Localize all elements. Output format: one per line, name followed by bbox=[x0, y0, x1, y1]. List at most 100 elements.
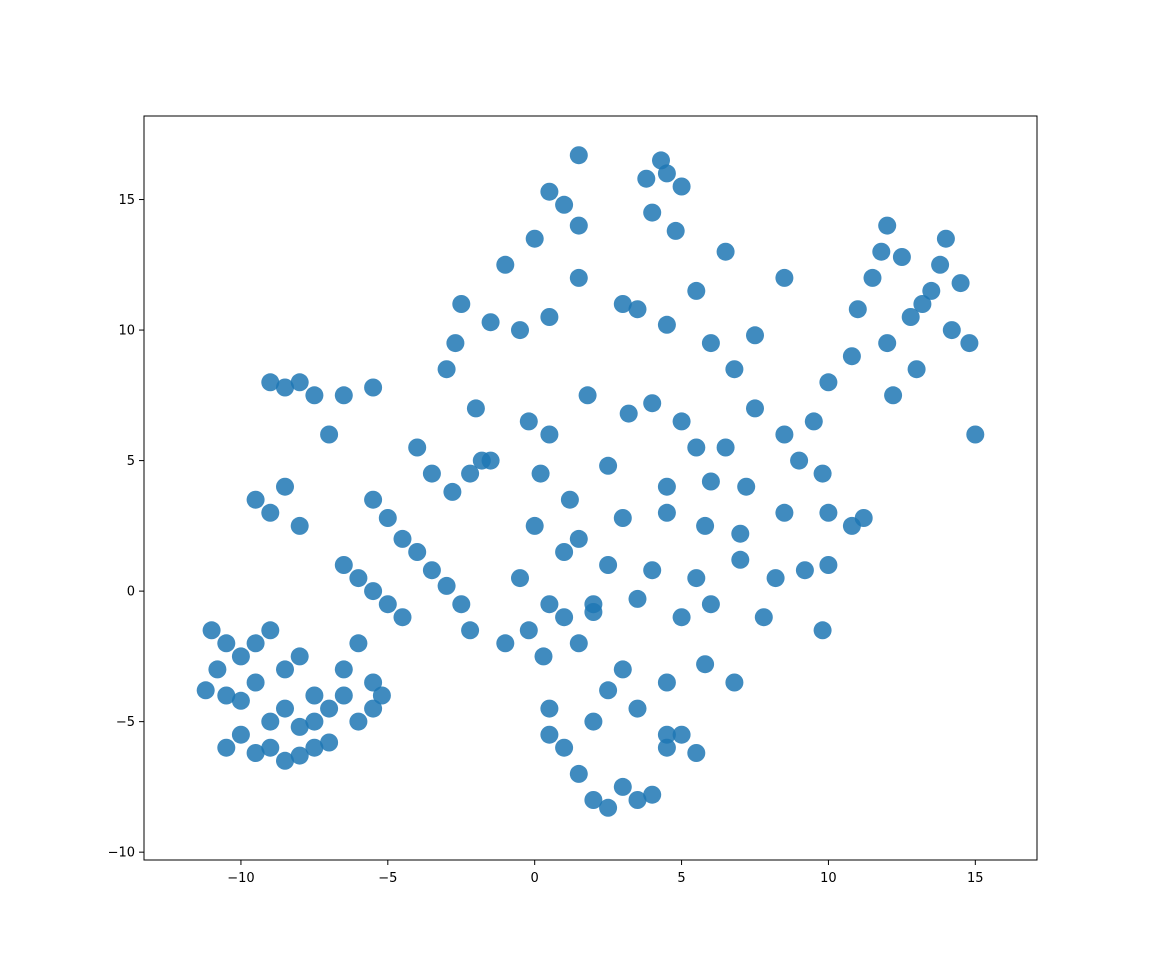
scatter-point bbox=[208, 660, 227, 679]
scatter-point bbox=[701, 595, 720, 614]
scatter-point bbox=[599, 798, 618, 817]
scatter-point bbox=[731, 550, 750, 569]
scatter-point bbox=[378, 509, 397, 527]
scatter-point bbox=[878, 334, 897, 353]
scatter-point bbox=[276, 378, 294, 397]
scatter-point bbox=[716, 438, 735, 457]
scatter-point bbox=[334, 556, 353, 574]
scatter-point bbox=[637, 169, 656, 188]
scatter-point bbox=[901, 308, 920, 326]
scatter-point bbox=[534, 647, 553, 666]
scatter-point bbox=[628, 699, 647, 718]
scatter-point bbox=[842, 347, 861, 366]
scatter-point bbox=[246, 673, 265, 692]
scatter-point bbox=[569, 146, 588, 165]
scatter-point bbox=[569, 634, 588, 653]
scatter-point bbox=[657, 477, 676, 496]
scatter-point bbox=[531, 464, 550, 483]
scatter-point bbox=[290, 717, 309, 736]
scatter-point bbox=[628, 589, 647, 608]
scatter-point bbox=[657, 673, 676, 692]
y-tick-label: −5 bbox=[116, 715, 135, 730]
x-tick-label: −10 bbox=[227, 871, 254, 886]
x-tick-label: −5 bbox=[378, 871, 397, 886]
x-axis-ticks: −10 −5 0 5 10 15 bbox=[227, 860, 984, 886]
scatter-point bbox=[349, 712, 368, 731]
scatter-point bbox=[819, 556, 838, 574]
scatter-point bbox=[657, 315, 676, 334]
y-tick-label: 15 bbox=[118, 193, 135, 208]
scatter-point bbox=[716, 242, 735, 261]
scatter-point bbox=[754, 608, 773, 627]
y-tick-label: 0 bbox=[127, 585, 135, 600]
scatter-point bbox=[196, 681, 215, 700]
scatter-point bbox=[525, 516, 544, 535]
scatter-point bbox=[737, 477, 756, 496]
scatter-point bbox=[555, 543, 574, 561]
scatter-point bbox=[290, 746, 309, 765]
scatter-point bbox=[795, 561, 814, 580]
scatter-point bbox=[775, 268, 794, 287]
scatter-point bbox=[261, 373, 280, 392]
scatter-point bbox=[305, 686, 324, 705]
scatter-point bbox=[408, 438, 427, 457]
x-tick-label: 0 bbox=[531, 871, 539, 886]
scatter-point bbox=[599, 556, 618, 574]
scatter-point bbox=[643, 394, 662, 413]
scatter-point bbox=[334, 386, 353, 405]
scatter-point bbox=[687, 438, 706, 457]
scatter-point bbox=[540, 425, 559, 444]
scatter-point bbox=[746, 399, 764, 418]
scatter-point bbox=[276, 477, 294, 496]
scatter-point bbox=[672, 177, 691, 196]
scatter-point bbox=[813, 621, 832, 640]
scatter-point bbox=[854, 509, 873, 527]
scatter-point bbox=[290, 373, 309, 392]
scatter-point bbox=[372, 686, 391, 705]
scatter-point bbox=[276, 660, 294, 679]
scatter-point bbox=[672, 725, 691, 744]
scatter-point bbox=[922, 281, 941, 300]
scatter-point bbox=[364, 582, 383, 601]
scatter-point bbox=[931, 255, 950, 274]
scatter-point bbox=[819, 373, 838, 392]
scatter-point bbox=[848, 300, 867, 319]
scatter-point bbox=[599, 456, 618, 475]
scatter-point bbox=[892, 248, 911, 266]
scatter-point bbox=[942, 321, 961, 340]
scatter-point bbox=[687, 569, 706, 588]
scatter-point bbox=[519, 621, 538, 640]
scatter-point bbox=[746, 326, 764, 345]
scatter-point bbox=[246, 490, 265, 509]
scatter-point bbox=[320, 733, 339, 752]
scatter-point bbox=[217, 634, 236, 653]
scatter-point bbox=[276, 699, 294, 718]
scatter-point bbox=[378, 595, 397, 614]
scatter-point bbox=[569, 529, 588, 548]
scatter-point bbox=[696, 516, 715, 535]
scatter-point bbox=[775, 425, 794, 444]
scatter-point bbox=[960, 334, 979, 353]
scatter-point bbox=[261, 503, 280, 522]
scatter-point bbox=[951, 274, 970, 293]
scatter-point bbox=[305, 738, 324, 757]
scatter-point bbox=[511, 569, 529, 588]
scatter-point bbox=[936, 229, 955, 248]
scatter-point bbox=[481, 451, 500, 470]
scatter-point bbox=[672, 412, 691, 431]
scatter-point bbox=[305, 712, 324, 731]
y-tick-label: −10 bbox=[108, 846, 135, 861]
scatter-point bbox=[725, 673, 744, 692]
scatter-point bbox=[320, 425, 339, 444]
scatter-point bbox=[913, 295, 932, 313]
scatter-point bbox=[687, 281, 706, 300]
scatter-point bbox=[443, 482, 462, 501]
scatter-point bbox=[804, 412, 823, 431]
scatter-point bbox=[540, 308, 559, 326]
scatter-point bbox=[657, 725, 676, 744]
scatter-point bbox=[584, 595, 603, 614]
scatter-point bbox=[364, 699, 383, 718]
scatter-point bbox=[290, 647, 309, 666]
scatter-point bbox=[872, 242, 891, 261]
